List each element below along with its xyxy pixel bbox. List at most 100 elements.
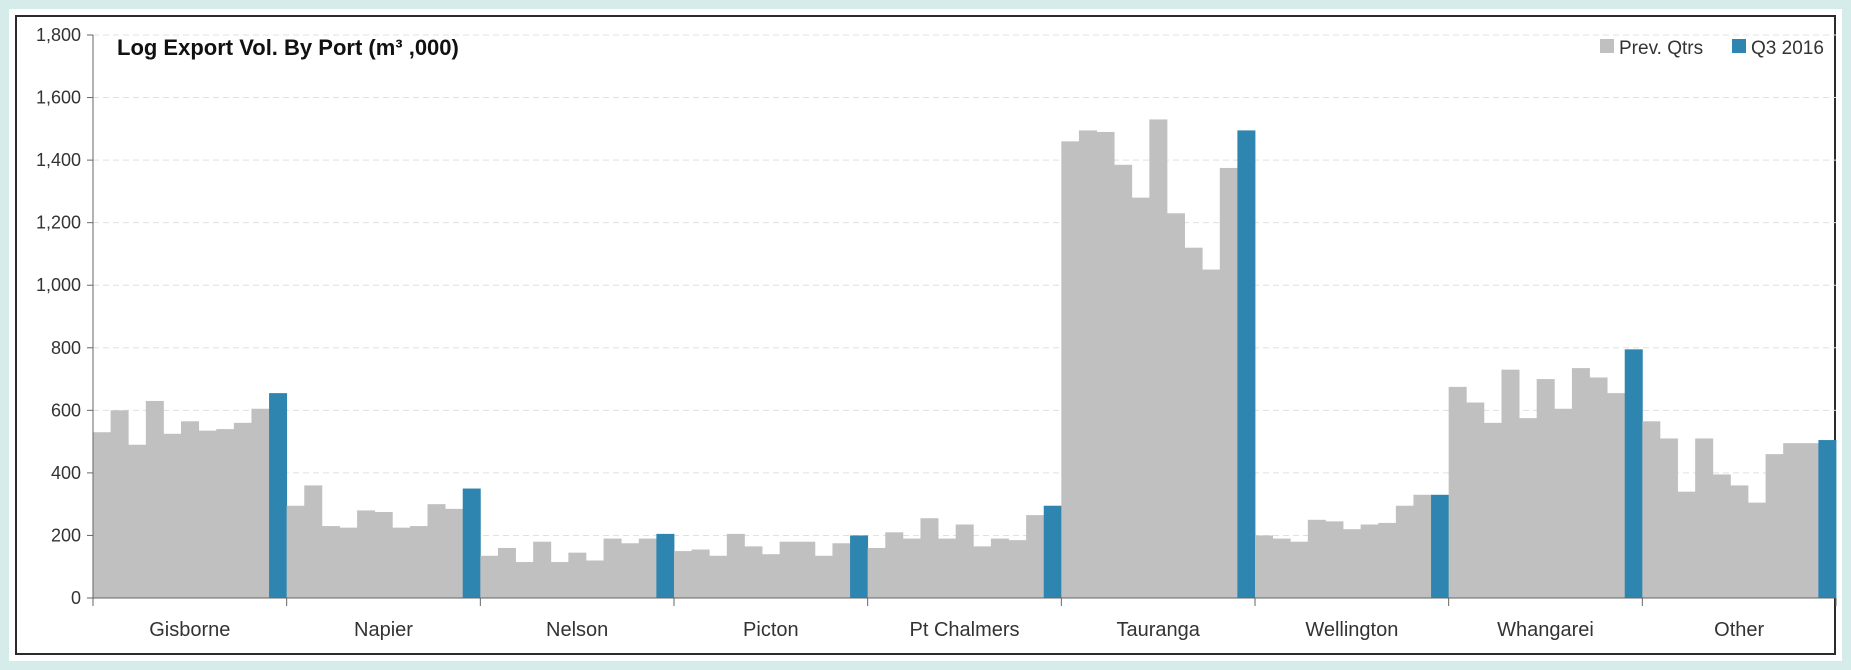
- bar-prev-qtr-wellington: [1272, 538, 1291, 598]
- bar-prev-qtr-gisborne: [110, 410, 129, 598]
- legend-swatch-q3-2016: [1732, 39, 1746, 53]
- bar-prev-qtr-napier: [321, 526, 340, 598]
- bar-prev-qtr-napier: [445, 508, 464, 598]
- bar-prev-qtr-tauranga: [1078, 130, 1097, 598]
- y-tick-label: 800: [51, 338, 81, 358]
- bar-prev-qtr-picton: [709, 555, 728, 598]
- bar-prev-qtr-pt-chalmers: [920, 518, 939, 598]
- x-category-label: Other: [1714, 619, 1764, 641]
- bar-prev-qtr-picton: [797, 541, 816, 598]
- bar-prev-qtr-tauranga: [1131, 197, 1150, 598]
- bar-prev-qtr-napier: [392, 527, 411, 599]
- bar-prev-qtr-wellington: [1395, 505, 1414, 598]
- bar-q3-2016-whangarei: [1624, 349, 1643, 598]
- bar-prev-qtr-other: [1677, 491, 1696, 598]
- bar-prev-qtr-napier: [286, 505, 305, 598]
- bar-q3-2016-picton: [850, 535, 869, 598]
- bar-prev-qtr-wellington: [1378, 522, 1397, 598]
- bar-prev-qtr-whangarei: [1466, 402, 1485, 598]
- bar-prev-qtr-gisborne: [163, 433, 182, 598]
- y-tick-label: 400: [51, 463, 81, 483]
- y-tick-label: 1,600: [36, 88, 81, 108]
- bar-prev-qtr-other: [1730, 485, 1749, 598]
- bar-prev-qtr-whangarei: [1519, 418, 1538, 598]
- legend-swatch-prev-qtrs: [1600, 39, 1614, 53]
- x-category-label: Picton: [743, 619, 799, 641]
- y-tick-label: 600: [51, 400, 81, 420]
- bar-prev-qtr-wellington: [1343, 529, 1362, 598]
- y-tick-label: 1,000: [36, 275, 81, 295]
- bar-prev-qtr-other: [1800, 443, 1819, 598]
- bar-prev-qtr-napier: [374, 511, 393, 598]
- bar-prev-qtr-gisborne: [198, 430, 217, 598]
- bar-prev-qtr-napier: [304, 485, 323, 598]
- bar-prev-qtr-pt-chalmers: [955, 524, 974, 598]
- bar-prev-qtr-pt-chalmers: [1008, 540, 1027, 598]
- bar-prev-qtr-picton: [832, 543, 851, 598]
- bar-prev-qtr-picton: [691, 549, 710, 598]
- bar-prev-qtr-picton: [814, 555, 833, 598]
- y-tick-label: 1,400: [36, 150, 81, 170]
- bar-prev-qtr-whangarei: [1536, 379, 1555, 598]
- bar-prev-qtr-pt-chalmers: [938, 538, 957, 598]
- bar-prev-qtr-pt-chalmers: [973, 546, 992, 598]
- bar-prev-qtr-picton: [779, 541, 798, 598]
- x-category-label: Napier: [354, 619, 413, 641]
- bar-prev-qtr-napier: [357, 510, 376, 598]
- bar-prev-qtr-tauranga: [1184, 247, 1203, 598]
- bar-prev-qtr-wellington: [1360, 524, 1379, 598]
- bar-prev-qtr-nelson: [585, 560, 604, 598]
- bar-prev-qtr-whangarei: [1483, 422, 1502, 598]
- bar-q3-2016-pt-chalmers: [1043, 505, 1062, 598]
- bar-prev-qtr-wellington: [1255, 535, 1274, 598]
- bar-prev-qtr-napier: [409, 526, 428, 598]
- bar-prev-qtr-tauranga: [1149, 119, 1168, 598]
- bar-prev-qtr-tauranga: [1219, 167, 1238, 598]
- bar-prev-qtr-other: [1695, 438, 1714, 598]
- bar-prev-qtr-nelson: [550, 562, 569, 598]
- bar-prev-qtr-picton: [674, 551, 693, 598]
- bar-prev-qtr-whangarei: [1554, 408, 1573, 598]
- bar-prev-qtr-napier: [427, 504, 446, 598]
- bar-prev-qtr-nelson: [533, 541, 552, 598]
- y-tick-label: 1,200: [36, 213, 81, 233]
- bar-prev-qtr-nelson: [638, 538, 657, 598]
- bar-q3-2016-napier: [462, 488, 481, 598]
- bar-prev-qtr-tauranga: [1096, 131, 1115, 598]
- bar-prev-qtr-whangarei: [1448, 386, 1467, 599]
- bar-prev-qtr-other: [1747, 502, 1766, 598]
- bar-prev-qtr-other: [1783, 443, 1802, 598]
- x-category-label: Nelson: [546, 619, 608, 641]
- bar-prev-qtr-wellington: [1290, 541, 1309, 598]
- legend-label-q3-2016: Q3 2016: [1751, 38, 1824, 59]
- bar-prev-qtr-whangarei: [1589, 377, 1608, 598]
- bar-prev-qtr-nelson: [497, 547, 516, 598]
- y-tick-label: 1,800: [36, 25, 81, 45]
- x-category-label: Wellington: [1305, 619, 1398, 641]
- bar-prev-qtr-gisborne: [216, 429, 235, 598]
- bar-prev-qtr-gisborne: [181, 421, 200, 598]
- bar-prev-qtr-gisborne: [128, 444, 147, 598]
- bar-q3-2016-wellington: [1431, 494, 1450, 598]
- bar-prev-qtr-tauranga: [1061, 141, 1080, 598]
- x-category-label: Tauranga: [1116, 619, 1200, 641]
- bar-prev-qtr-other: [1659, 438, 1678, 598]
- bar-prev-qtr-gisborne: [233, 422, 252, 598]
- bar-prev-qtr-other: [1712, 474, 1731, 598]
- bar-prev-qtr-pt-chalmers: [867, 547, 886, 598]
- chart-title: Log Export Vol. By Port (m³ ,000): [117, 35, 459, 60]
- x-category-label: Pt Chalmers: [909, 619, 1019, 641]
- bar-prev-qtr-picton: [744, 546, 763, 598]
- bar-prev-qtr-pt-chalmers: [990, 538, 1009, 598]
- bar-prev-qtr-tauranga: [1114, 164, 1133, 599]
- bar-prev-qtr-whangarei: [1607, 393, 1626, 598]
- bar-prev-qtr-nelson: [480, 555, 499, 598]
- bar-prev-qtr-whangarei: [1501, 369, 1520, 598]
- bar-prev-qtr-wellington: [1413, 494, 1432, 598]
- y-tick-label: 200: [51, 525, 81, 545]
- bar-prev-qtr-other: [1765, 454, 1784, 598]
- bar-prev-qtr-other: [1642, 421, 1661, 598]
- bar-prev-qtr-wellington: [1307, 519, 1326, 598]
- chart-border: [15, 15, 1836, 655]
